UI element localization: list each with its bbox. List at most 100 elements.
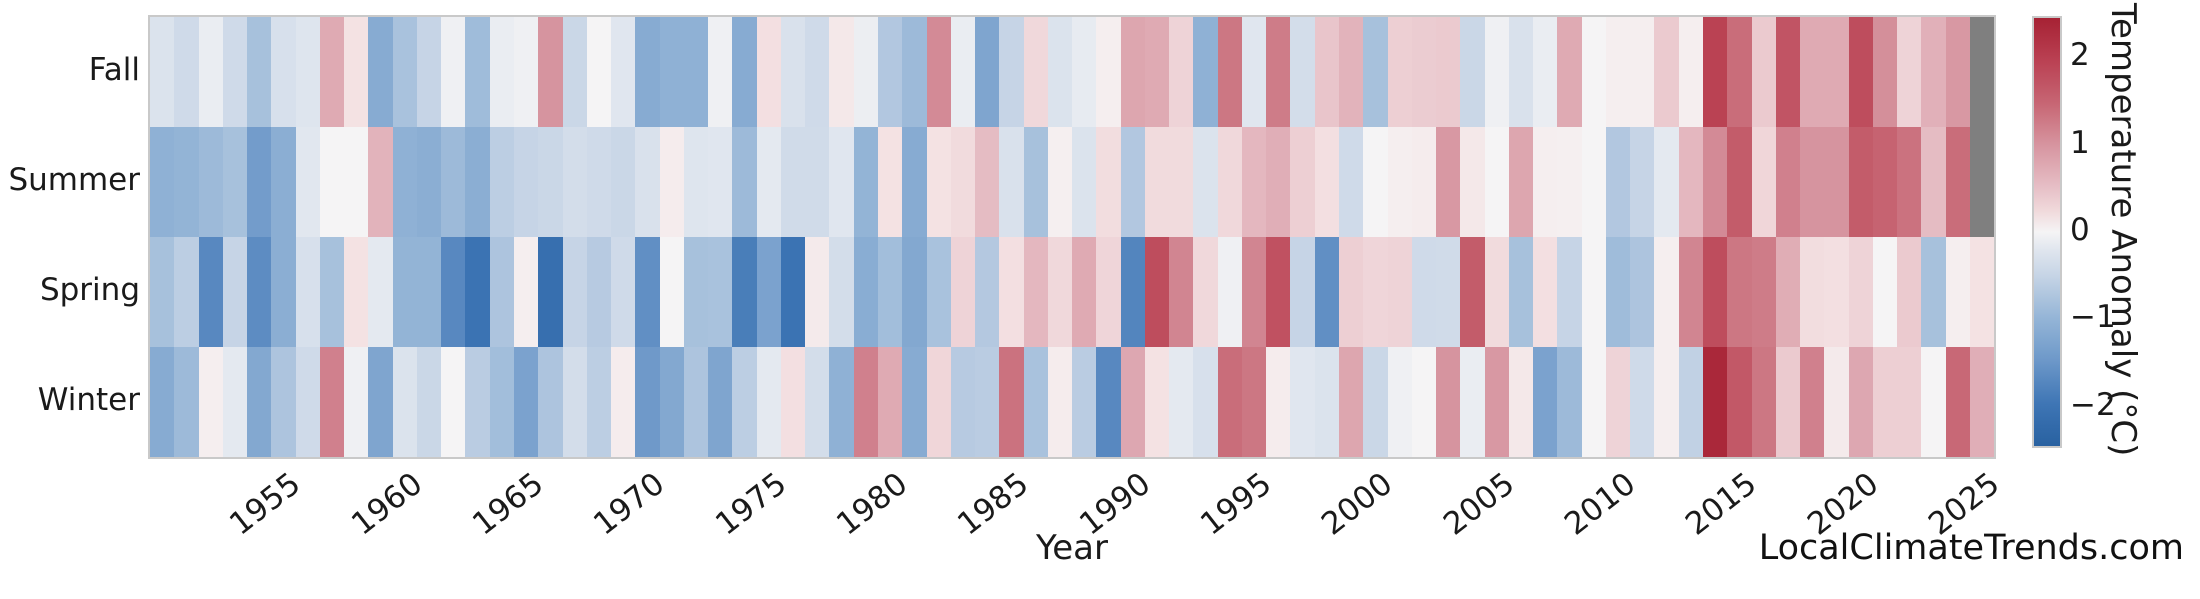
heatmap-cell: [975, 17, 1000, 127]
heatmap-cell: [1193, 347, 1218, 457]
heatmap-cell: [611, 17, 636, 127]
heatmap-cell: [1096, 237, 1121, 347]
heatmap-cell: [344, 237, 369, 347]
heatmap-cell: [1411, 17, 1437, 127]
heatmap-cell: [877, 347, 903, 457]
heatmap-cell: [1605, 347, 1631, 457]
colorbar-tick-label: 2: [2070, 37, 2090, 74]
heatmap-cell: [198, 17, 223, 127]
heatmap-cell: [780, 17, 806, 127]
heatmap-cell: [902, 237, 927, 347]
heatmap-cell: [902, 347, 927, 457]
colorbar-tick-label: −2: [2070, 386, 2116, 423]
heatmap-cell: [1120, 127, 1145, 237]
heatmap-cell: [441, 347, 466, 457]
heatmap-cell: [926, 17, 951, 127]
heatmap-cell: [392, 347, 417, 457]
heatmap-cell: [1557, 17, 1582, 127]
heatmap-cell: [1872, 237, 1898, 347]
heatmap-cell: [1557, 237, 1582, 347]
heatmap-cell: [1605, 237, 1631, 347]
heatmap-cell: [1096, 347, 1121, 457]
heatmap-cell: [1241, 347, 1267, 457]
heatmap-cell: [271, 347, 296, 457]
heatmap-plot-area: [148, 15, 1996, 459]
heatmap-cell: [805, 127, 830, 237]
heatmap-cell: [1217, 17, 1242, 127]
heatmap-cell: [271, 127, 296, 237]
heatmap-cell: [1848, 17, 1873, 127]
heatmap-cell: [829, 347, 854, 457]
heatmap-cell: [1824, 127, 1849, 237]
heatmap-cell: [222, 237, 248, 347]
heatmap-cell: [1872, 127, 1898, 237]
heatmap-cell: [950, 347, 976, 457]
heatmap-cell: [1460, 237, 1485, 347]
heatmap-cell: [1193, 127, 1218, 237]
heatmap-cell: [1800, 127, 1825, 237]
heatmap-cell: [344, 17, 369, 127]
heatmap-cell: [1193, 17, 1218, 127]
heatmap-cell: [659, 237, 684, 347]
heatmap-cell: [1096, 127, 1121, 237]
heatmap-cell: [1921, 237, 1946, 347]
heatmap-cell: [756, 127, 781, 237]
heatmap-cell: [513, 17, 539, 127]
heatmap-cell: [295, 347, 320, 457]
heatmap-cell: [489, 127, 514, 237]
heatmap-cell: [999, 237, 1024, 347]
heatmap-cell: [319, 237, 345, 347]
heatmap-cell: [1314, 127, 1340, 237]
heatmap-cell: [1508, 347, 1534, 457]
colorbar-tick-label: 1: [2070, 124, 2090, 161]
heatmap-cell: [1581, 17, 1606, 127]
heatmap-cell: [368, 17, 393, 127]
heatmap-cell: [1436, 127, 1461, 237]
heatmap-cell: [538, 347, 563, 457]
heatmap-cell: [150, 127, 175, 237]
heatmap-cell: [877, 127, 903, 237]
heatmap-cell: [926, 347, 951, 457]
heatmap-cell: [1023, 127, 1048, 237]
heatmap-cell: [1363, 17, 1388, 127]
heatmap-cell: [732, 347, 757, 457]
heatmap-cell: [1411, 347, 1437, 457]
heatmap-cell: [1775, 17, 1801, 127]
heatmap-cell: [635, 17, 660, 127]
heatmap-cell: [174, 17, 199, 127]
row-label-fall: Fall: [88, 52, 140, 88]
heatmap-cell: [295, 127, 320, 237]
heatmap-cell: [1047, 347, 1073, 457]
heatmap-cell: [1072, 17, 1097, 127]
heatmap-cell: [1824, 237, 1849, 347]
heatmap-cell: [1557, 127, 1582, 237]
heatmap-cell: [392, 237, 417, 347]
heatmap-cell: [1023, 237, 1048, 347]
heatmap-cell: [1897, 237, 1922, 347]
heatmap-cell: [319, 127, 345, 237]
heatmap-cell: [708, 17, 733, 127]
heatmap-cell: [1460, 17, 1485, 127]
heatmap-cell: [295, 17, 320, 127]
heatmap-cell: [1047, 237, 1073, 347]
heatmap-cell: [1897, 17, 1922, 127]
heatmap-cell: [1217, 237, 1242, 347]
heatmap-cell: [513, 127, 539, 237]
heatmap-row-winter: [150, 347, 1995, 457]
heatmap-cell: [174, 127, 199, 237]
heatmap-cell: [999, 347, 1024, 457]
heatmap-cell: [368, 237, 393, 347]
heatmap-cell: [1169, 17, 1194, 127]
heatmap-cell: [1654, 127, 1679, 237]
heatmap-cell: [1581, 237, 1606, 347]
heatmap-cell: [1703, 237, 1728, 347]
heatmap-cell: [586, 17, 612, 127]
heatmap-cell: [1751, 17, 1776, 127]
heatmap-cell: [416, 347, 442, 457]
heatmap-cell: [489, 237, 514, 347]
heatmap-cell: [1921, 127, 1946, 237]
heatmap-cell: [1557, 347, 1582, 457]
heatmap-cell: [1921, 17, 1946, 127]
heatmap-cell: [1339, 347, 1364, 457]
heatmap-cell: [683, 237, 709, 347]
